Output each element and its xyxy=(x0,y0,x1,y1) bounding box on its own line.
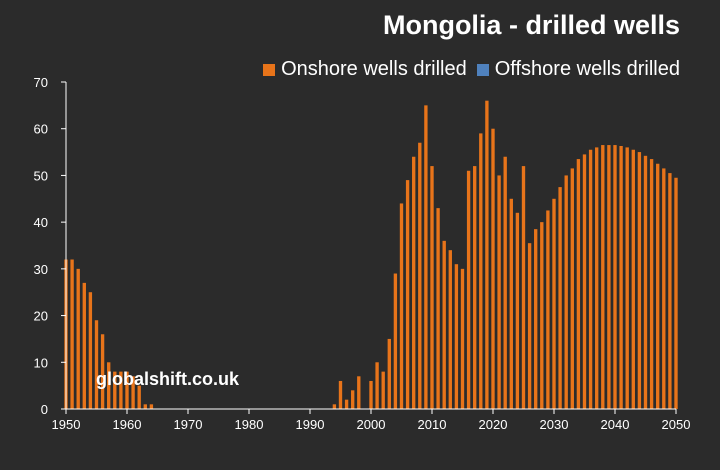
bar-onshore-2024 xyxy=(515,212,520,409)
watermark: globalshift.co.uk xyxy=(96,369,240,389)
bar-onshore-2045 xyxy=(643,155,648,409)
bar-onshore-2016 xyxy=(466,170,471,409)
bar-onshore-2005 xyxy=(399,203,404,409)
bar-onshore-2023 xyxy=(509,198,513,409)
bar-onshore-2002 xyxy=(381,371,385,409)
y-tick-label-20: 20 xyxy=(34,309,48,324)
bar-onshore-1960 xyxy=(125,371,129,409)
bar-onshore-1998 xyxy=(357,376,361,409)
bar-onshore-1951 xyxy=(70,259,74,409)
bar-onshore-2011 xyxy=(436,208,440,409)
bar-onshore-2029 xyxy=(546,210,550,409)
bar-onshore-2043 xyxy=(631,149,635,410)
bar-onshore-1952 xyxy=(76,268,80,409)
bar-onshore-2036 xyxy=(588,149,593,410)
chart-title: Mongolia - drilled wells xyxy=(382,10,680,40)
bar-onshore-2006 xyxy=(405,180,410,409)
bar-onshore-1994 xyxy=(332,404,337,409)
x-tick-label-1980: 1980 xyxy=(235,417,264,432)
bar-onshore-1955 xyxy=(94,320,99,409)
y-tick-label-0: 0 xyxy=(41,402,48,417)
legend-item-offshore: Offshore wells drilled xyxy=(476,58,680,81)
bar-onshore-2015 xyxy=(460,268,465,409)
x-tick-label-2050: 2050 xyxy=(662,417,691,432)
bar-onshore-2041 xyxy=(619,146,623,409)
bar-onshore-1957 xyxy=(107,362,111,409)
bar-onshore-1995 xyxy=(338,380,343,409)
bar-onshore-1996 xyxy=(344,399,349,409)
bar-onshore-2032 xyxy=(564,175,568,409)
bar-onshore-2001 xyxy=(375,362,379,409)
bar-onshore-2039 xyxy=(607,145,611,409)
bar-onshore-2044 xyxy=(637,152,642,409)
bar-onshore-2028 xyxy=(540,222,544,409)
bar-onshore-1956 xyxy=(100,334,105,409)
y-tick-label-50: 50 xyxy=(34,168,48,183)
y-tick-label-10: 10 xyxy=(34,355,48,370)
bar-onshore-2004 xyxy=(393,273,398,409)
bar-onshore-2003 xyxy=(387,338,391,409)
bar-onshore-1964 xyxy=(149,404,154,409)
x-tick-label-2020: 2020 xyxy=(479,417,508,432)
legend-label-onshore: Onshore wells drilled xyxy=(281,58,467,80)
bar-onshore-2025 xyxy=(521,166,526,409)
x-tick-label-1970: 1970 xyxy=(174,417,203,432)
bar-onshore-1958 xyxy=(113,371,117,409)
bar-onshore-1962 xyxy=(137,385,141,409)
x-tick-label-2030: 2030 xyxy=(540,417,569,432)
x-tick-label-2040: 2040 xyxy=(601,417,630,432)
bar-onshore-1997 xyxy=(351,390,355,409)
bar-onshore-2033 xyxy=(570,168,574,409)
x-tick-label-2010: 2010 xyxy=(418,417,447,432)
bar-onshore-2000 xyxy=(369,380,373,409)
chart-legend: Onshore wells drilled Offshore wells dri… xyxy=(263,58,680,81)
bar-onshore-2050 xyxy=(674,177,678,409)
bar-onshore-2030 xyxy=(552,198,556,409)
bar-onshore-2013 xyxy=(448,250,452,409)
bar-onshore-2019 xyxy=(485,100,489,409)
legend-swatch-onshore xyxy=(263,63,276,76)
bar-onshore-2027 xyxy=(534,229,538,409)
legend-swatch-offshore xyxy=(476,63,489,76)
x-tick-label-1960: 1960 xyxy=(113,417,142,432)
bar-onshore-2020 xyxy=(491,128,495,409)
bar-onshore-2046 xyxy=(649,159,654,409)
bar-onshore-2014 xyxy=(454,264,459,409)
bar-onshore-2040 xyxy=(613,145,617,409)
bar-onshore-2037 xyxy=(595,147,599,409)
bar-onshore-1954 xyxy=(88,292,93,409)
bar-onshore-2021 xyxy=(497,175,501,409)
bar-onshore-2017 xyxy=(473,166,477,409)
bar-onshore-2007 xyxy=(412,156,416,409)
y-tick-label-30: 30 xyxy=(34,262,48,277)
x-tick-label-1990: 1990 xyxy=(296,417,325,432)
bar-onshore-1953 xyxy=(82,282,86,409)
bar-onshore-1959 xyxy=(119,371,123,409)
y-tick-label-60: 60 xyxy=(34,122,48,137)
bar-onshore-2026 xyxy=(527,243,532,409)
x-tick-label-1950: 1950 xyxy=(52,417,81,432)
bar-onshore-2048 xyxy=(662,168,666,409)
bar-onshore-2018 xyxy=(479,133,483,409)
y-tick-label-40: 40 xyxy=(34,215,48,230)
bar-onshore-2035 xyxy=(582,154,587,409)
x-tick-label-2000: 2000 xyxy=(357,417,386,432)
bar-onshore-2042 xyxy=(625,147,629,409)
bar-onshore-2049 xyxy=(668,173,672,409)
bar-onshore-2009 xyxy=(424,105,428,410)
bar-onshore-2022 xyxy=(503,156,507,409)
bar-onshore-1961 xyxy=(131,376,135,409)
y-tick-label-70: 70 xyxy=(34,75,48,90)
legend-label-offshore: Offshore wells drilled xyxy=(494,58,680,80)
bar-onshore-2038 xyxy=(601,145,605,409)
legend-item-onshore: Onshore wells drilled xyxy=(263,58,467,81)
bar-onshore-2012 xyxy=(442,240,446,409)
bar-onshore-1963 xyxy=(143,404,147,409)
bar-onshore-2047 xyxy=(656,163,660,409)
bar-onshore-2010 xyxy=(430,166,434,409)
bar-onshore-2031 xyxy=(558,187,562,409)
bar-onshore-2008 xyxy=(418,142,422,410)
bar-onshore-2034 xyxy=(576,159,581,409)
